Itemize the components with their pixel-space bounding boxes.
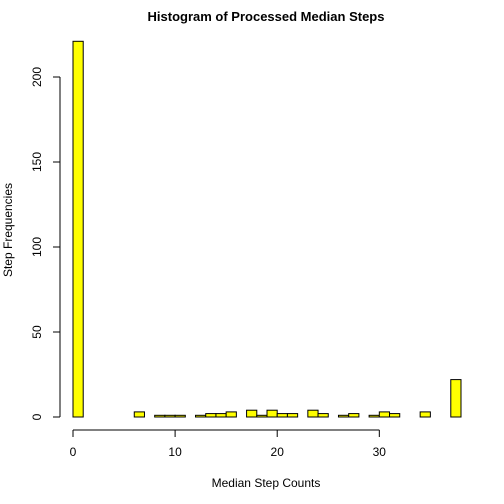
histogram-bar-9 (164, 414, 176, 418)
histogram-bar-24 (317, 413, 329, 418)
histogram-bar-12 (195, 414, 207, 418)
histogram-bar-6 (133, 411, 145, 418)
histogram-bar-27 (348, 413, 360, 418)
histogram-bar-34 (419, 411, 431, 418)
histogram-bar-17 (246, 409, 258, 418)
x-tick-label: 10 (168, 445, 182, 459)
histogram-bar-21 (286, 413, 299, 418)
bars-group (72, 40, 462, 418)
histogram-bar-20 (276, 413, 288, 418)
x-tick-label: 0 (70, 445, 77, 459)
histogram-bar-8 (154, 414, 166, 418)
x-tick-label: 30 (373, 445, 387, 459)
y-tick-label: 150 (30, 152, 44, 172)
x-axis-label: Median Step Counts (212, 476, 321, 490)
y-tick-label: 100 (30, 237, 44, 257)
x-tick-label: 20 (271, 445, 285, 459)
histogram-bar-29 (368, 414, 380, 418)
histogram-bar-30 (378, 411, 391, 418)
histogram-bar-31 (389, 413, 401, 418)
histogram-bar-13 (205, 413, 217, 418)
histogram-bar-15 (225, 411, 237, 418)
histogram-bar-10 (174, 414, 186, 418)
y-axis-label: Step Frequencies (1, 183, 15, 277)
histogram-bar-18 (256, 414, 268, 418)
histogram-bar-37 (450, 379, 462, 418)
x-axis: 0 10 20 30 (70, 429, 387, 459)
histogram-bar-0 (72, 40, 84, 418)
histogram-bar-23 (307, 409, 319, 418)
histogram-bar-14 (215, 413, 227, 418)
y-tick-label: 50 (30, 325, 44, 339)
histogram-bar-26 (337, 414, 350, 418)
chart-title: Histogram of Processed Median Steps (148, 9, 385, 24)
y-tick-label: 0 (30, 413, 44, 420)
y-tick-label: 200 (30, 67, 44, 87)
histogram-bar-19 (266, 409, 278, 418)
y-axis: 0 50 100 150 200 (30, 67, 61, 420)
